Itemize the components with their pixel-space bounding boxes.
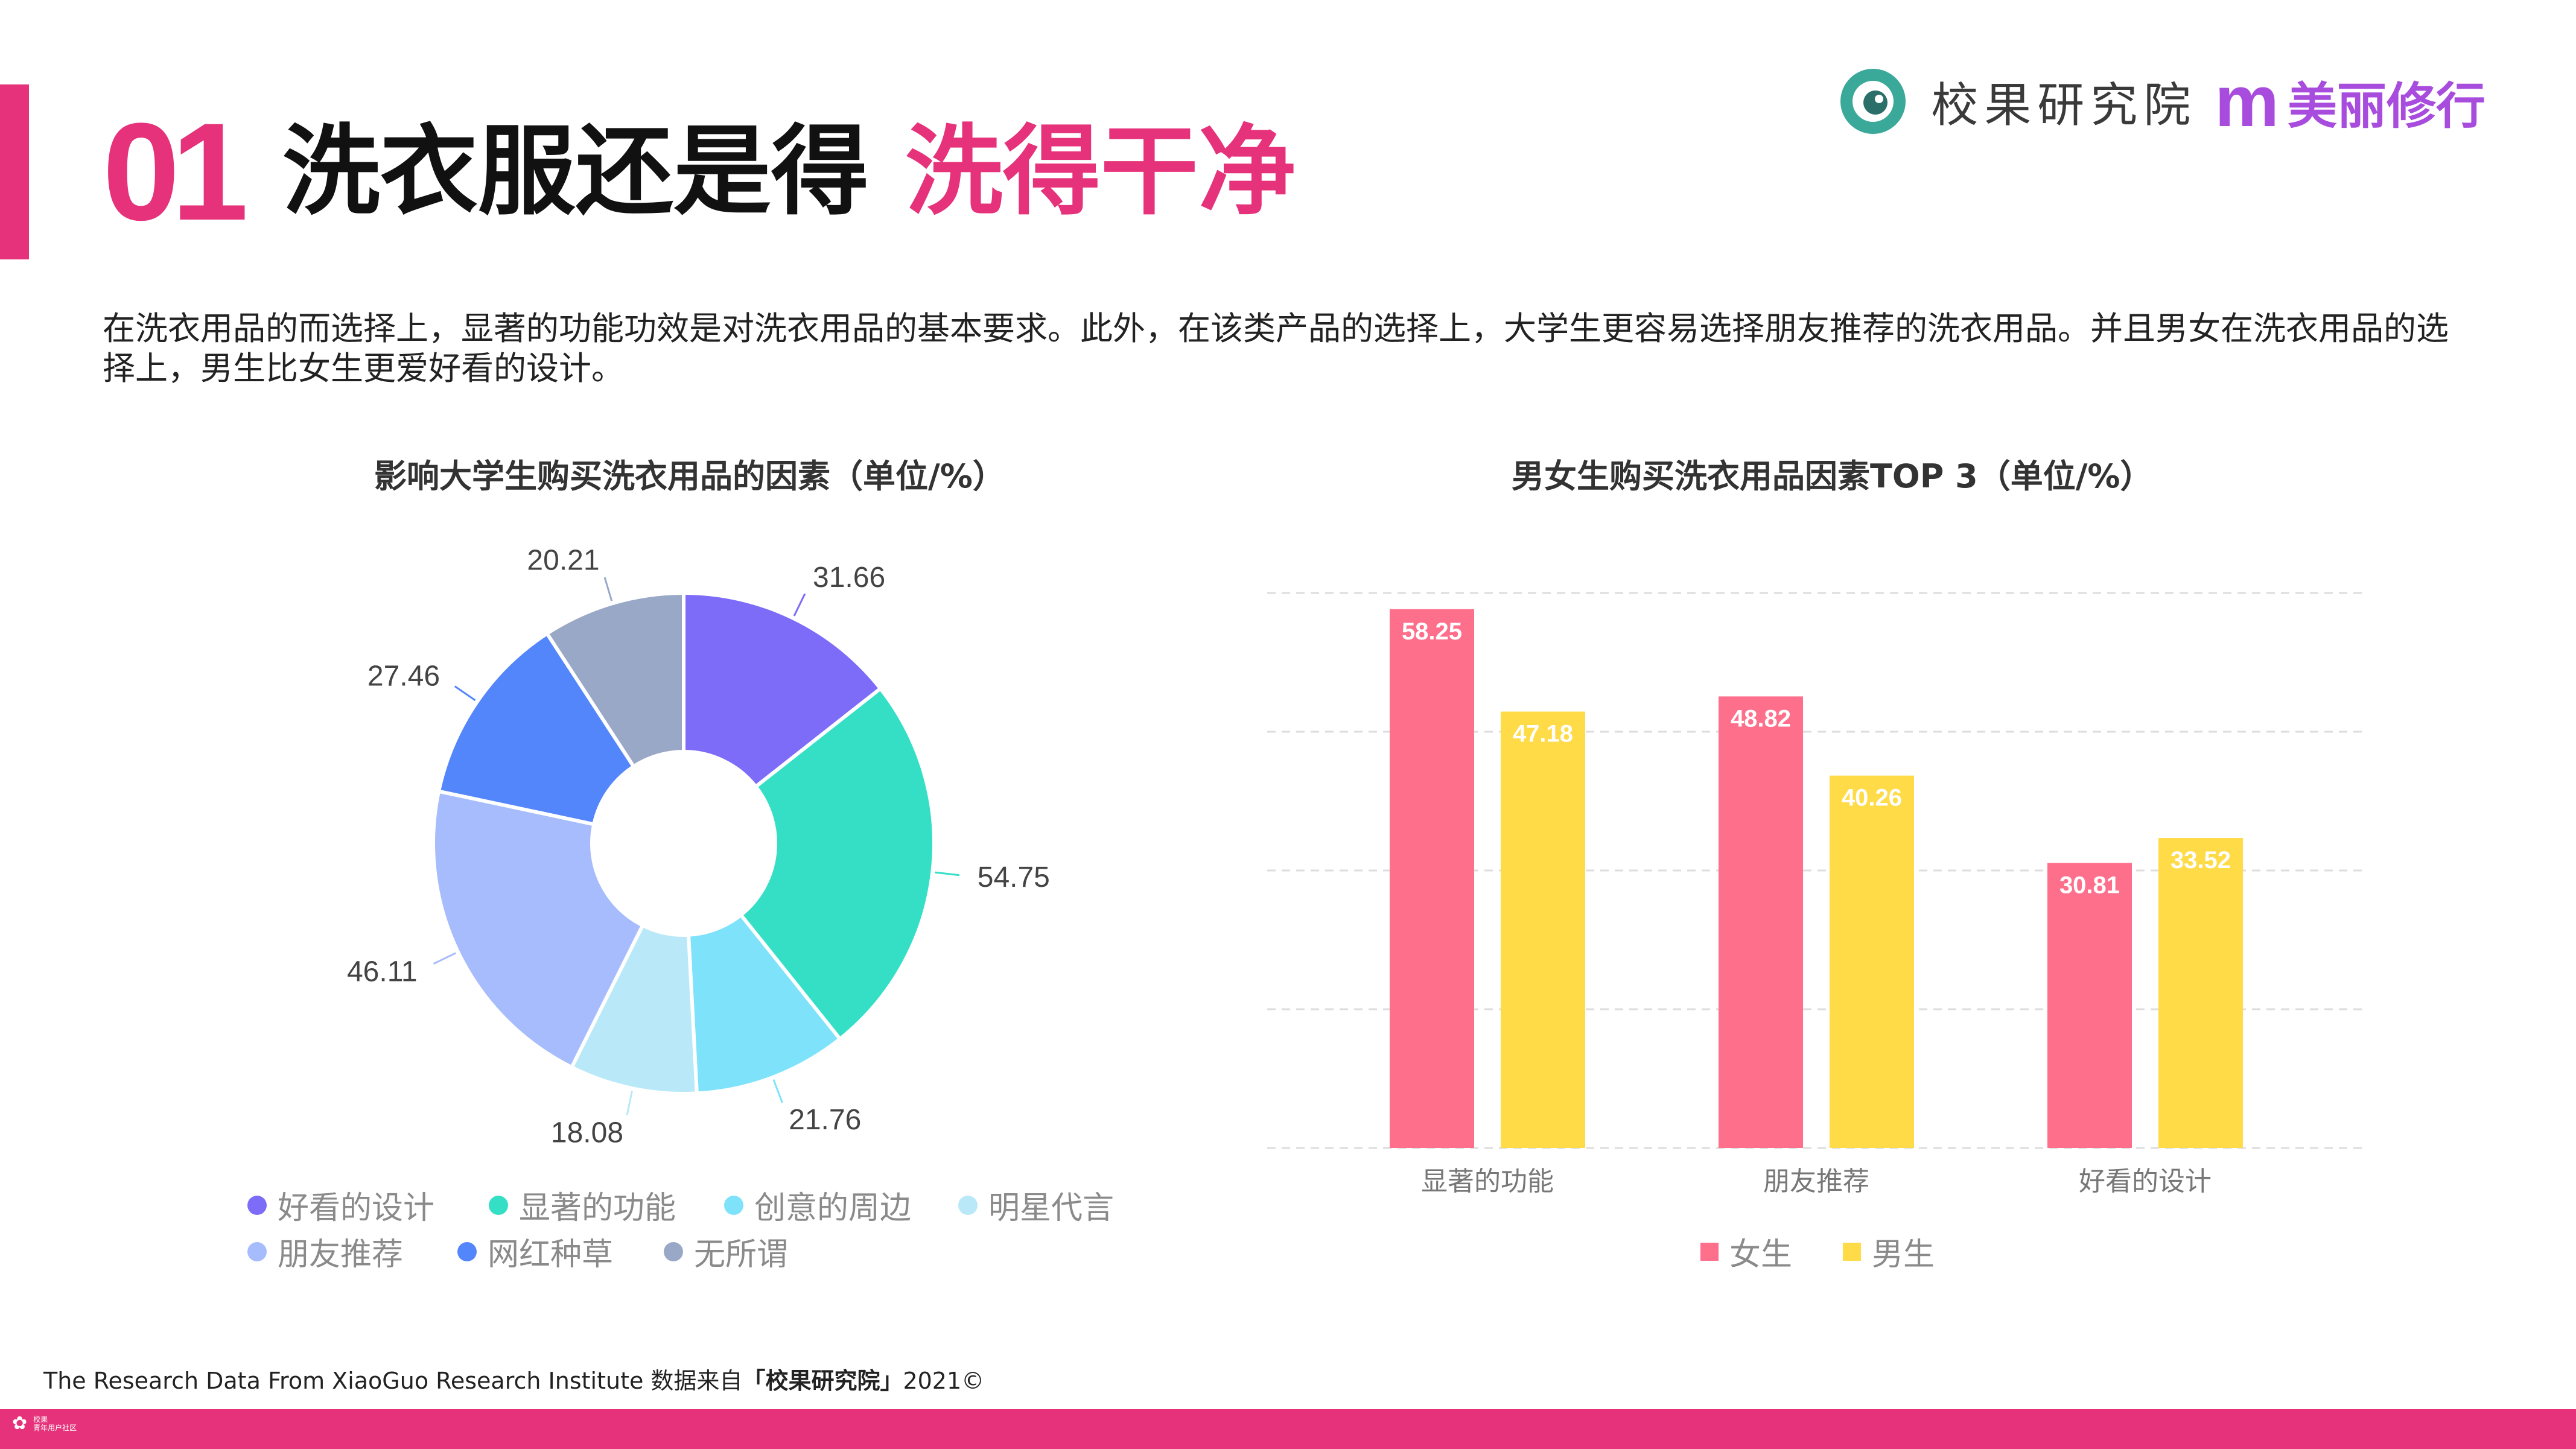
bar-chart-title: 男女生购买洗衣用品因素TOP 3（单位/%） bbox=[1512, 457, 2153, 495]
pie-slice-2 bbox=[738, 686, 936, 1042]
pie-slice-5 bbox=[431, 789, 646, 1070]
legend-dot-icon bbox=[247, 1195, 267, 1215]
pie-leader-2 bbox=[935, 871, 960, 877]
bar-female-3 bbox=[2047, 863, 2132, 1148]
bar-value-label: 30.81 bbox=[2059, 872, 2120, 899]
pie-leader-4 bbox=[626, 1090, 633, 1115]
footer-mini-logo: ✿ 校果 青年用户社区 bbox=[12, 1413, 77, 1434]
bar-value-label: 33.52 bbox=[2171, 847, 2231, 874]
pie-legend-item: 朋友推荐 bbox=[247, 1229, 403, 1274]
pie-label-1: 31.66 bbox=[813, 562, 885, 594]
pie-legend-label: 明星代言 bbox=[988, 1190, 1115, 1226]
bar-category-label-3: 好看的设计 bbox=[2079, 1166, 2212, 1197]
pie-label-5: 46.11 bbox=[347, 956, 418, 988]
pie-label-2: 54.75 bbox=[978, 861, 1050, 893]
legend-dot-icon bbox=[958, 1195, 978, 1215]
meili-logo-icon: m bbox=[2215, 61, 2279, 142]
pie-legend-item: 网红种草 bbox=[457, 1229, 613, 1274]
brand-sub-name: 美丽修行 bbox=[2287, 77, 2485, 135]
legend-square-icon bbox=[1700, 1242, 1719, 1261]
pie-label-3: 21.76 bbox=[789, 1104, 861, 1136]
pie-legend-item: 明星代言 bbox=[958, 1182, 1114, 1228]
pie-slice-7 bbox=[544, 591, 685, 769]
accent-bar bbox=[0, 84, 29, 259]
pie-chart-title: 影响大学生购买洗衣用品的因素（单位/%） bbox=[374, 457, 1005, 495]
pie-slice-6 bbox=[436, 631, 637, 826]
bar-male-1 bbox=[1501, 711, 1585, 1148]
legend-dot-icon bbox=[247, 1241, 267, 1261]
pie-legend-item: 创意的周边 bbox=[724, 1182, 911, 1228]
brand-header: 校果研究院 m 美丽修行 bbox=[1839, 65, 2485, 138]
pie-leader-3 bbox=[772, 1079, 783, 1103]
title-highlight: 洗得干净 bbox=[905, 115, 1296, 229]
legend-square-icon bbox=[1843, 1242, 1861, 1261]
bar-male-2 bbox=[1830, 775, 1914, 1148]
xiaoguo-logo-icon bbox=[1840, 69, 1906, 134]
legend-dot-icon bbox=[489, 1195, 508, 1215]
section-number: 01 bbox=[103, 94, 249, 249]
bar-female-2 bbox=[1719, 696, 1803, 1148]
pie-legend-label: 显著的功能 bbox=[519, 1190, 676, 1226]
pie-leader-1 bbox=[793, 593, 806, 617]
bar-male-3 bbox=[2158, 838, 2243, 1148]
pie-legend-label: 无所谓 bbox=[694, 1237, 789, 1273]
bar-legend-item: 男生 bbox=[1843, 1229, 1935, 1274]
intro-paragraph: 在洗衣用品的而选择上，显著的功能功效是对洗衣用品的基本要求。此外，在该类产品的选… bbox=[103, 309, 2449, 387]
legend-dot-icon bbox=[664, 1241, 683, 1261]
pie-slice-1 bbox=[682, 591, 883, 790]
pie-legend-label: 朋友推荐 bbox=[278, 1237, 404, 1273]
bar-legend-item: 女生 bbox=[1700, 1229, 1792, 1274]
pie-leader-5 bbox=[433, 952, 457, 965]
pie-legend-label: 好看的设计 bbox=[278, 1190, 435, 1226]
page-title: 01 洗衣服还是得 洗得干净 bbox=[103, 103, 1296, 241]
bar-category-label-2: 朋友推荐 bbox=[1763, 1166, 1869, 1197]
bar-value-label: 48.82 bbox=[1731, 705, 1791, 732]
pie-legend-item: 显著的功能 bbox=[489, 1182, 676, 1228]
brand-name: 校果研究院 bbox=[1931, 78, 2197, 133]
bar-category-label-1: 显著的功能 bbox=[1421, 1166, 1554, 1197]
pie-label-6: 27.46 bbox=[367, 661, 440, 693]
bar-value-label: 58.25 bbox=[1402, 618, 1462, 645]
pie-label-4: 18.08 bbox=[551, 1117, 623, 1149]
pie-leader-6 bbox=[454, 685, 476, 702]
pie-legend-label: 网红种草 bbox=[488, 1237, 614, 1273]
pie-label-7: 20.21 bbox=[527, 544, 599, 576]
flower-icon: ✿ bbox=[12, 1413, 28, 1434]
title-black: 洗衣服还是得 bbox=[282, 115, 869, 229]
pie-legend-label: 创意的周边 bbox=[754, 1190, 912, 1226]
legend-dot-icon bbox=[457, 1241, 477, 1261]
bar-value-label: 40.26 bbox=[1842, 785, 1902, 811]
legend-dot-icon bbox=[724, 1195, 743, 1215]
pie-slice-3 bbox=[686, 912, 843, 1095]
bar-value-label: 47.18 bbox=[1513, 721, 1573, 747]
pie-legend-item: 好看的设计 bbox=[247, 1182, 434, 1228]
pie-legend-item: 无所谓 bbox=[664, 1229, 788, 1274]
bar-legend-label: 男生 bbox=[1872, 1237, 1935, 1273]
pie-leader-7 bbox=[603, 577, 613, 601]
bar-female-1 bbox=[1390, 609, 1474, 1148]
pie-slice-4 bbox=[569, 922, 699, 1095]
footer-source: The Research Data From XiaoGuo Research … bbox=[43, 1368, 985, 1394]
bar-legend-label: 女生 bbox=[1729, 1237, 1793, 1273]
footer-bar bbox=[0, 1409, 2576, 1449]
